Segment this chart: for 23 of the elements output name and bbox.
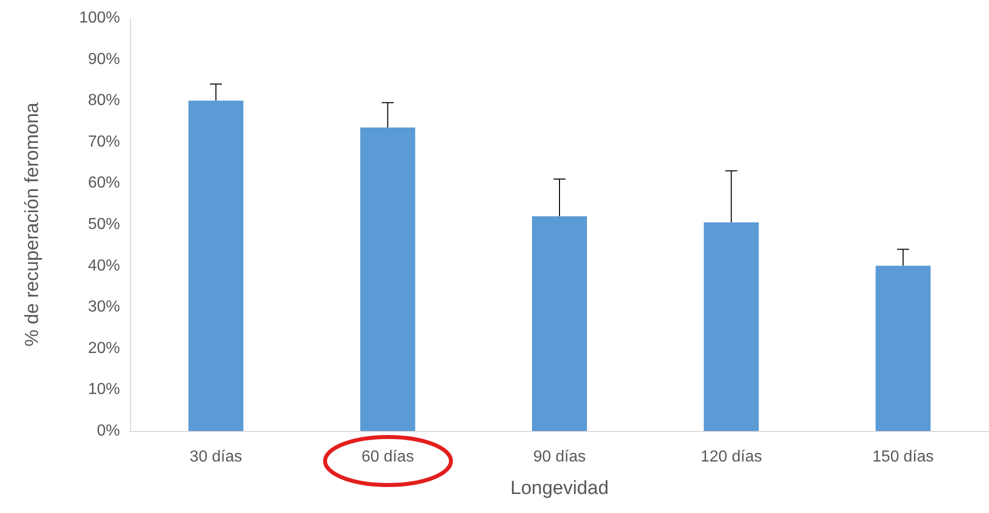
x-tick-label: 90 días <box>533 448 586 466</box>
y-tick-label: 80% <box>88 92 120 110</box>
x-tick-label: 120 días <box>700 448 762 466</box>
y-tick-label: 10% <box>88 381 120 398</box>
bar <box>876 266 931 431</box>
bar <box>532 216 587 431</box>
y-tick-label: 60% <box>88 174 120 192</box>
bar <box>704 222 759 431</box>
x-tick-label: 150 días <box>872 448 934 466</box>
bar <box>360 127 416 431</box>
y-tick-label: 30% <box>88 298 120 316</box>
y-tick-label: 70% <box>88 133 120 150</box>
y-tick-label: 100% <box>79 10 120 26</box>
bar <box>188 100 244 431</box>
y-tick-label: 0% <box>96 422 120 440</box>
y-axis-title: % de recuperación feromona <box>22 102 43 346</box>
x-tick-label: 60 días <box>361 448 414 466</box>
y-tick-label: 50% <box>88 216 120 233</box>
x-axis-title: Longevidad <box>510 478 609 499</box>
x-tick-label: 30 días <box>190 448 242 466</box>
y-tick-label: 40% <box>88 257 120 274</box>
y-tick-label: 20% <box>88 340 120 357</box>
y-tick-label: 90% <box>88 50 120 68</box>
